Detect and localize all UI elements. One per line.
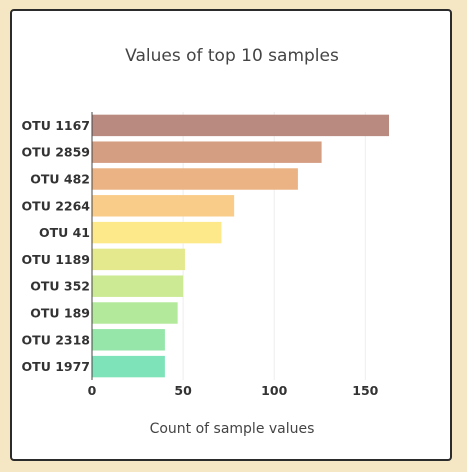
category-label: OTU 352: [30, 279, 90, 294]
category-label: OTU 1189: [22, 252, 90, 267]
bar[interactable]: [92, 114, 390, 137]
bar[interactable]: [92, 275, 184, 297]
bar[interactable]: [92, 168, 298, 190]
category-label: OTU 41: [39, 225, 90, 240]
category-label: OTU 189: [30, 306, 90, 321]
bar[interactable]: [92, 355, 165, 378]
chart-title: Values of top 10 samples: [125, 46, 339, 66]
x-tick-label: 0: [88, 383, 97, 398]
bar[interactable]: [92, 221, 222, 244]
category-label: OTU 1167: [22, 118, 90, 133]
bar[interactable]: [92, 248, 185, 271]
bar[interactable]: [92, 329, 165, 351]
bar[interactable]: [92, 302, 178, 324]
category-label: OTU 2318: [22, 332, 90, 347]
bar[interactable]: [92, 195, 235, 217]
category-label: OTU 482: [30, 172, 90, 187]
category-label: OTU 2264: [22, 198, 91, 213]
x-tick-label: 150: [352, 383, 378, 398]
x-tick-label: 50: [174, 383, 192, 398]
bars: [92, 114, 390, 378]
x-tick-labels: 0 50 100 150: [88, 383, 379, 398]
x-tick-label: 100: [261, 383, 287, 398]
category-label: OTU 1977: [22, 359, 90, 374]
chart-card: [10, 9, 452, 461]
category-labels: OTU 1167 OTU 2859 OTU 482 OTU 2264 OTU 41 OTU…: [22, 118, 91, 374]
bar[interactable]: [92, 141, 322, 163]
x-axis-label: Count of sample values: [150, 421, 315, 437]
category-label: OTU 2859: [22, 145, 90, 160]
